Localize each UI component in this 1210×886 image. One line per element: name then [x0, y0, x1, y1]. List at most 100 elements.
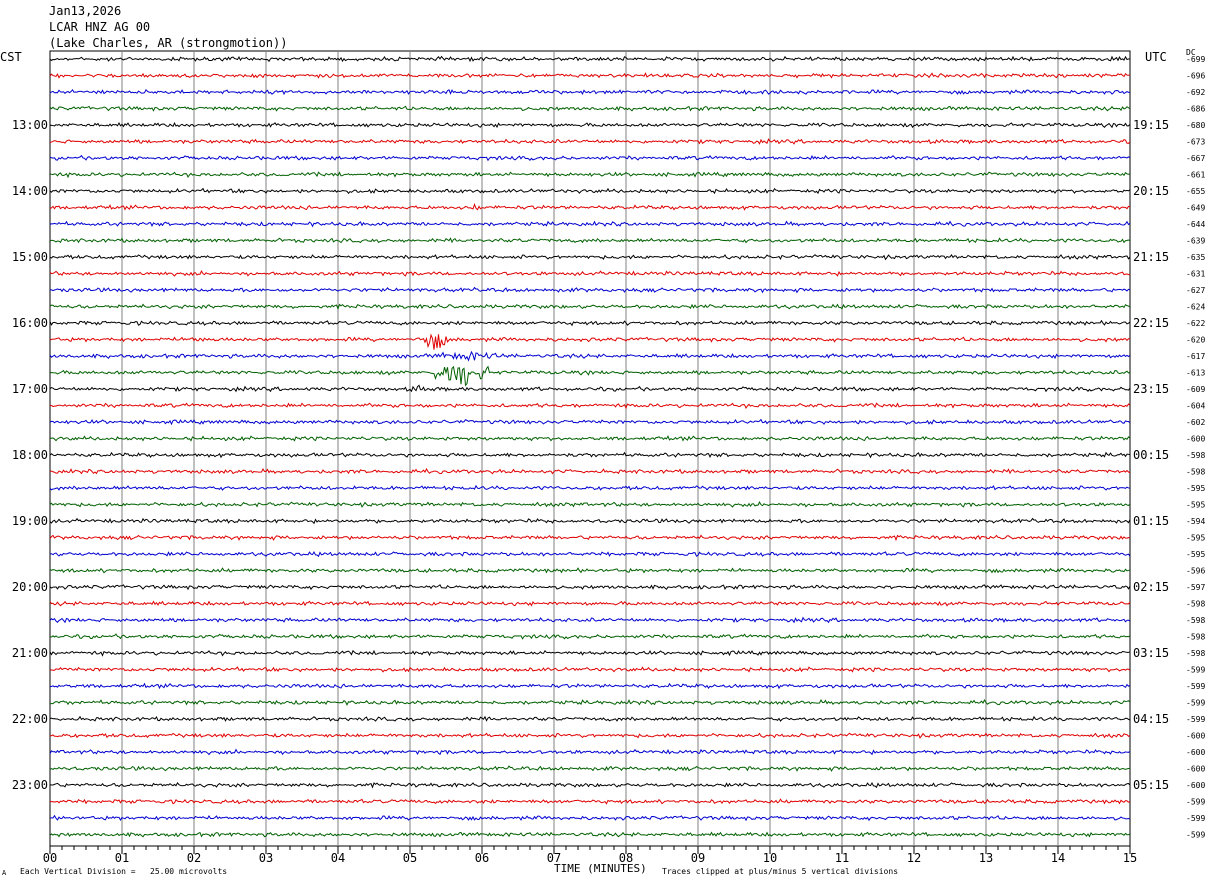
right-hour-label: 20:15: [1133, 184, 1169, 198]
trace-row: [49, 105, 1131, 112]
trace-layer: [49, 55, 1131, 838]
trace-row: [49, 831, 1131, 838]
trace-row: [49, 418, 1131, 426]
right-hour-label: 05:15: [1133, 778, 1169, 792]
dc-offset-label: -622: [1186, 319, 1205, 328]
x-tick-label: 09: [691, 851, 705, 865]
trace-row: [49, 584, 1131, 591]
trace-row: [49, 534, 1131, 542]
trace-row: [49, 138, 1131, 145]
dc-offset-label: -600: [1186, 781, 1205, 790]
trace-row: [49, 122, 1131, 129]
trace-row: [49, 171, 1131, 179]
dc-offset-label: -613: [1186, 369, 1205, 378]
dc-offset-label: -600: [1186, 765, 1205, 774]
left-hour-label: 14:00: [12, 184, 48, 198]
trace-row: [49, 517, 1131, 525]
dc-offset-label: -599: [1186, 798, 1205, 807]
trace-row: [49, 254, 1131, 261]
trace-row: [49, 187, 1131, 195]
x-tick-label: 15: [1123, 851, 1137, 865]
dc-offset-label: -599: [1186, 682, 1205, 691]
left-hour-label: 20:00: [12, 580, 48, 594]
left-timezone-label: CST: [0, 50, 22, 64]
dc-offset-label: -696: [1186, 72, 1205, 81]
x-tick-label: 07: [547, 851, 561, 865]
dc-offset-label: -599: [1186, 715, 1205, 724]
station-id: LCAR HNZ AG 00: [49, 20, 151, 34]
dc-offset-label: -644: [1186, 220, 1205, 229]
dc-offset-label: -598: [1186, 600, 1205, 609]
x-tick-label: 04: [331, 851, 345, 865]
plot-date: Jan13,2026: [49, 4, 122, 18]
right-hour-label: 00:15: [1133, 448, 1169, 462]
dc-offset-label: -667: [1186, 154, 1205, 163]
dc-offset-label: -680: [1186, 121, 1205, 130]
trace-row: [49, 451, 1131, 459]
plot-frame: [49, 50, 1131, 847]
right-hour-label: 21:15: [1133, 250, 1169, 264]
x-tick-label: 06: [475, 851, 489, 865]
dc-offset-label: -600: [1186, 748, 1205, 757]
dc-offset-label: -598: [1186, 633, 1205, 642]
grid-layer: [49, 51, 1131, 854]
x-tick-label: 11: [835, 851, 849, 865]
x-tick-label: 03: [259, 851, 273, 865]
dc-offset-label: -617: [1186, 352, 1205, 361]
left-hour-label: 22:00: [12, 712, 48, 726]
dc-offset-label: -599: [1186, 831, 1205, 840]
left-hour-label: 16:00: [12, 316, 48, 330]
trace-row: [49, 550, 1131, 558]
trace-row: [49, 798, 1131, 805]
dc-offset-label: -692: [1186, 88, 1205, 97]
trace-row: [49, 365, 1131, 387]
trace-row: [49, 270, 1131, 277]
scale-note: Each Vertical Division = 25.00 microvolt…: [20, 867, 228, 876]
left-hour-label: 17:00: [12, 382, 48, 396]
trace-row: [49, 765, 1131, 772]
dc-offset-label: -599: [1186, 666, 1205, 675]
trace-row: [49, 600, 1131, 607]
dc-offset-label: -594: [1186, 517, 1205, 526]
dc-offset-label: -600: [1186, 732, 1205, 741]
trace-row: [49, 501, 1131, 508]
dc-offset-label: -661: [1186, 171, 1205, 180]
trace-row: [49, 55, 1131, 63]
dc-offset-label: -595: [1186, 550, 1205, 559]
x-tick-label: 10: [763, 851, 777, 865]
trace-row: [49, 633, 1131, 640]
right-hour-label: 02:15: [1133, 580, 1169, 594]
left-hour-label: 13:00: [12, 118, 48, 132]
dc-offset-label: -624: [1186, 303, 1205, 312]
trace-row: [49, 682, 1131, 690]
trace-row: [49, 333, 1131, 350]
trace-row: [49, 384, 1131, 393]
trace-row: [49, 303, 1131, 311]
dc-offset-label: -600: [1186, 435, 1205, 444]
trace-row: [49, 814, 1131, 822]
x-tick-label: 05: [403, 851, 417, 865]
right-hour-label: 01:15: [1133, 514, 1169, 528]
dc-offset-label: -596: [1186, 567, 1205, 576]
right-hour-label: 19:15: [1133, 118, 1169, 132]
trace-row: [49, 748, 1131, 756]
dc-offset-label: -620: [1186, 336, 1205, 345]
trace-row: [49, 666, 1131, 673]
station-location: (Lake Charles, AR (strongmotion)): [49, 36, 288, 50]
dc-offset-label: -595: [1186, 501, 1205, 510]
x-tick-label: 12: [907, 851, 921, 865]
trace-row: [49, 484, 1131, 491]
right-hour-label: 22:15: [1133, 316, 1169, 330]
dc-offset-label: -598: [1186, 468, 1205, 477]
trace-row: [49, 319, 1131, 327]
dc-offset-label: -639: [1186, 237, 1205, 246]
right-hour-label: 03:15: [1133, 646, 1169, 660]
trace-row: [49, 88, 1131, 96]
x-tick-label: 02: [187, 851, 201, 865]
x-tick-label: 00: [43, 851, 57, 865]
trace-row: [49, 715, 1131, 722]
dc-offset-label: -595: [1186, 534, 1205, 543]
dc-offset-label: -599: [1186, 699, 1205, 708]
clip-note: Traces clipped at plus/minus 5 vertical …: [662, 867, 899, 876]
trace-row: [49, 435, 1131, 442]
